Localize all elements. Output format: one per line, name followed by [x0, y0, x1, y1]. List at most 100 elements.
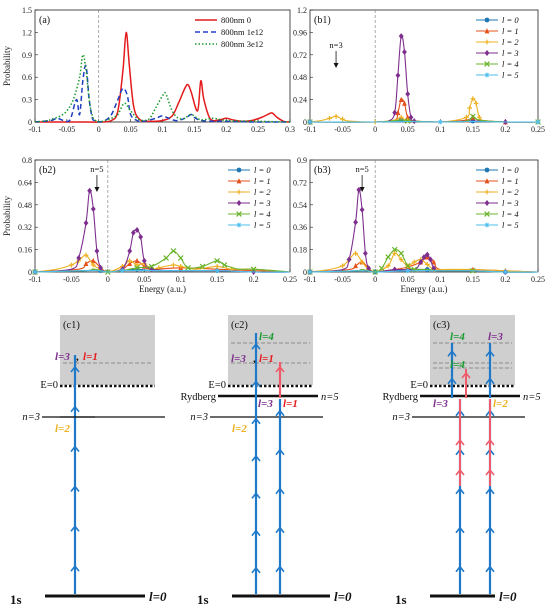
x-tick-label: -0.05 [334, 275, 351, 284]
state-label: l=3 [55, 351, 70, 363]
legend-marker [484, 72, 490, 78]
series-a-2 [34, 54, 291, 123]
legend-entry: 800nm 0 [221, 15, 251, 25]
photon-arrow-head [275, 565, 285, 573]
legend-entry: l = 0 [254, 165, 271, 175]
photon-arrow-head [485, 468, 495, 476]
x-tick-label: 0 [106, 275, 110, 284]
state-label: l=1 [283, 398, 298, 410]
x-tick-label: -0.1 [29, 125, 42, 134]
rydberg-label: Rydberg [180, 392, 216, 403]
data-point [395, 72, 401, 79]
data-point [405, 91, 411, 97]
photon-arrow-head [447, 377, 457, 385]
data-point [356, 186, 362, 193]
legend-entry: l = 4 [254, 209, 271, 219]
ground-l-label: l=0 [149, 589, 167, 604]
legend-entry: l = 3 [502, 48, 519, 58]
data-point [467, 105, 472, 111]
arrows [251, 333, 285, 594]
x-tick-label: 0.2 [500, 125, 510, 134]
legend-marker [484, 50, 490, 56]
x-tick-label: 0 [97, 125, 101, 134]
y-tick-label: 0.48 [18, 201, 32, 210]
photon-arrow-head [70, 445, 80, 453]
x-axis-label: Energy (a.u.) [139, 284, 186, 294]
state-label: l=1 [83, 351, 98, 363]
photon-arrow-head [70, 485, 80, 492]
data-point [178, 264, 184, 269]
chart-b2: -0.1 -0.05 0 0.05 0.1 0.15 0.2 0.25 0 0.16 0.32 0.4… [2, 156, 297, 294]
data-point [127, 248, 133, 254]
legend-entry: l = 5 [502, 220, 519, 230]
data-point [405, 114, 411, 120]
data-point [163, 255, 169, 261]
data-point [127, 258, 133, 264]
x-tick-label: 0.15 [466, 125, 480, 134]
legend-entry: l = 1 [502, 26, 519, 36]
state-label: l=4 [450, 331, 465, 343]
y-tick-label: 0.36 [293, 223, 307, 232]
photon-arrow-head [485, 487, 495, 495]
data-point [392, 250, 398, 256]
state-label: l=3 [433, 398, 448, 410]
photon-arrow-head [251, 342, 261, 350]
legend-marker [484, 200, 490, 206]
ground-state-label: 1s [395, 592, 407, 607]
photon-arrow-head [455, 526, 465, 534]
y-tick-label: 1.5 [22, 6, 32, 15]
data-point [391, 246, 398, 253]
legend-marker [484, 178, 490, 184]
data-point [398, 96, 404, 102]
photon-arrow-head [70, 564, 80, 572]
legend-marker [484, 61, 490, 67]
legend-entry: 800nm 1e12 [221, 27, 263, 37]
legend-entry: l = 0 [502, 165, 519, 175]
legend-entry: l = 5 [254, 220, 271, 230]
panel-label: (a) [39, 15, 50, 26]
legend-entry: l = 1 [254, 176, 271, 186]
data-point [437, 119, 443, 125]
data-point [90, 262, 96, 268]
legend: l = 0l = 1l = 2l = 3l = 4l = 5 [228, 165, 271, 230]
photon-arrow-head [251, 566, 261, 574]
series-a-0 [35, 31, 291, 123]
photon-arrow-head [251, 454, 261, 462]
y-tick-label: 0.9 [297, 156, 307, 165]
legend: l = 0l = 1l = 2l = 3l = 4l = 5 [476, 15, 519, 80]
photon-arrow-head [485, 438, 495, 446]
photon-arrow-head [251, 417, 261, 425]
annotation-arrow-head [359, 187, 365, 192]
annotation-label: n=5 [90, 164, 103, 174]
legend-marker [484, 211, 490, 217]
data-point [127, 260, 133, 266]
y-tick-label: 0 [303, 268, 307, 277]
y-tick-label: 0.6 [22, 73, 32, 82]
panel-label: (c3) [433, 320, 450, 331]
data-point [418, 259, 424, 266]
panel-label: (c1) [63, 320, 80, 331]
legend-entry: l = 5 [502, 70, 519, 80]
y-tick-label: 0 [303, 118, 307, 127]
legend-entry: l = 0 [502, 15, 519, 25]
y-tick-label: 0.32 [18, 223, 32, 232]
series-line [309, 97, 539, 123]
x-tick-label: -0.05 [63, 275, 80, 284]
chart-b3: -0.1 -0.05 0 0.05 0.1 0.15 0.2 0.25 0 0.18 0.36 0.5… [293, 156, 545, 294]
series-b3-5 [307, 268, 539, 275]
data-point [177, 255, 184, 261]
x-tick-label: 0.25 [531, 125, 545, 134]
data-point [199, 263, 206, 270]
threshold-label: E=0 [208, 380, 226, 391]
legend-entry: l = 2 [502, 37, 519, 47]
annotation-label: n=5 [355, 164, 368, 174]
data-point [404, 262, 411, 269]
photon-arrow-head [485, 349, 495, 357]
y-tick-label: 0 [28, 118, 32, 127]
data-point [87, 187, 93, 194]
legend-entry: l = 4 [502, 209, 519, 219]
x-tick-label: 0.1 [435, 125, 445, 134]
legend-marker [236, 167, 242, 173]
legend-marker [236, 178, 242, 184]
